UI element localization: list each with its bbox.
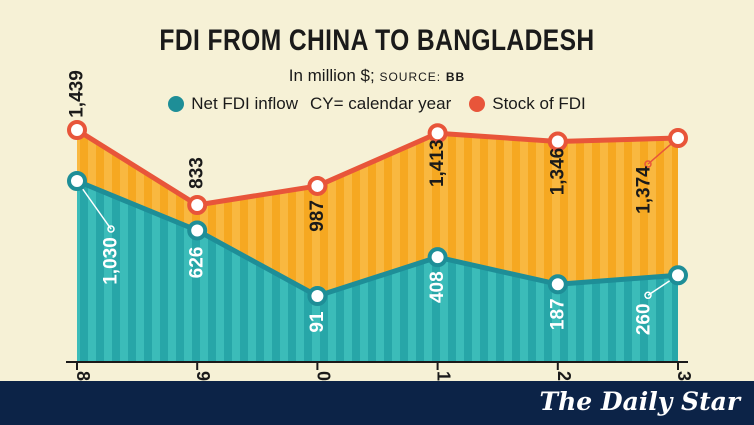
unit-label: In million $; <box>288 66 375 85</box>
legend-stock-swatch <box>469 96 486 112</box>
net-value-label: 408 <box>427 271 448 303</box>
footer-bar: The Daily Star <box>0 381 754 425</box>
legend-note: CY= calendar year <box>309 94 452 113</box>
x-tick-label: 0 <box>313 371 333 381</box>
legend-item-stock: Stock of FDI <box>469 94 586 114</box>
stock-value-label: 1,439 <box>67 70 88 118</box>
stock-point <box>187 195 208 215</box>
source-label: SOURCE: <box>379 70 442 84</box>
legend-stock-label: Stock of FDI <box>492 94 586 113</box>
net-value-label: 91 <box>307 311 328 333</box>
stock-point <box>307 175 328 196</box>
chart-subtitle: In million $; SOURCE: BB <box>0 66 754 86</box>
stock-value-label: 1,346 <box>547 148 568 196</box>
net-point <box>547 274 568 295</box>
brand-logo: The Daily Star <box>539 387 740 416</box>
stock-line <box>75 127 679 208</box>
x-tick-label: 2 <box>554 371 574 381</box>
source-value: BB <box>445 70 466 84</box>
chart-area: 8 9 0 1 2 3 1,439 833 987 1,413 1,346 1,374 1,030 62… <box>66 70 694 381</box>
net-point <box>307 286 328 306</box>
stock-point <box>547 131 568 152</box>
net-value-label: 1,030 <box>101 237 122 285</box>
net-point <box>187 220 208 241</box>
callout-dot <box>644 160 652 168</box>
stock-value-label: 833 <box>187 157 208 189</box>
chart-legend: Net FDI inflow CY= calendar year Stock o… <box>0 94 754 114</box>
net-value-label: 260 <box>634 303 655 335</box>
stock-value-label: 1,413 <box>427 139 448 187</box>
x-tick-label: 8 <box>73 371 93 381</box>
net-line <box>76 178 679 299</box>
stock-point <box>427 123 448 144</box>
legend-item-net: Net FDI inflow <box>168 94 298 114</box>
x-tick-label: 9 <box>193 371 213 381</box>
callout-dot <box>107 225 115 233</box>
net-value-label: 626 <box>187 247 208 279</box>
chart-title: FDI FROM CHINA TO BANGLADESH <box>159 24 595 57</box>
net-area <box>77 181 678 362</box>
net-point <box>668 265 688 286</box>
stock-value-label: 987 <box>307 200 328 232</box>
x-tick-label: 1 <box>434 371 454 381</box>
net-value-label: 187 <box>547 298 568 330</box>
net-point <box>427 247 448 268</box>
stock-value-label: 1,374 <box>634 166 655 214</box>
stock-point <box>668 128 688 149</box>
legend-net-label: Net FDI inflow <box>191 94 298 113</box>
x-tick-label: 3 <box>674 371 694 381</box>
net-point <box>67 171 87 191</box>
stock-point <box>67 120 87 140</box>
callout-dot <box>644 291 652 300</box>
legend-net-swatch <box>168 96 185 112</box>
